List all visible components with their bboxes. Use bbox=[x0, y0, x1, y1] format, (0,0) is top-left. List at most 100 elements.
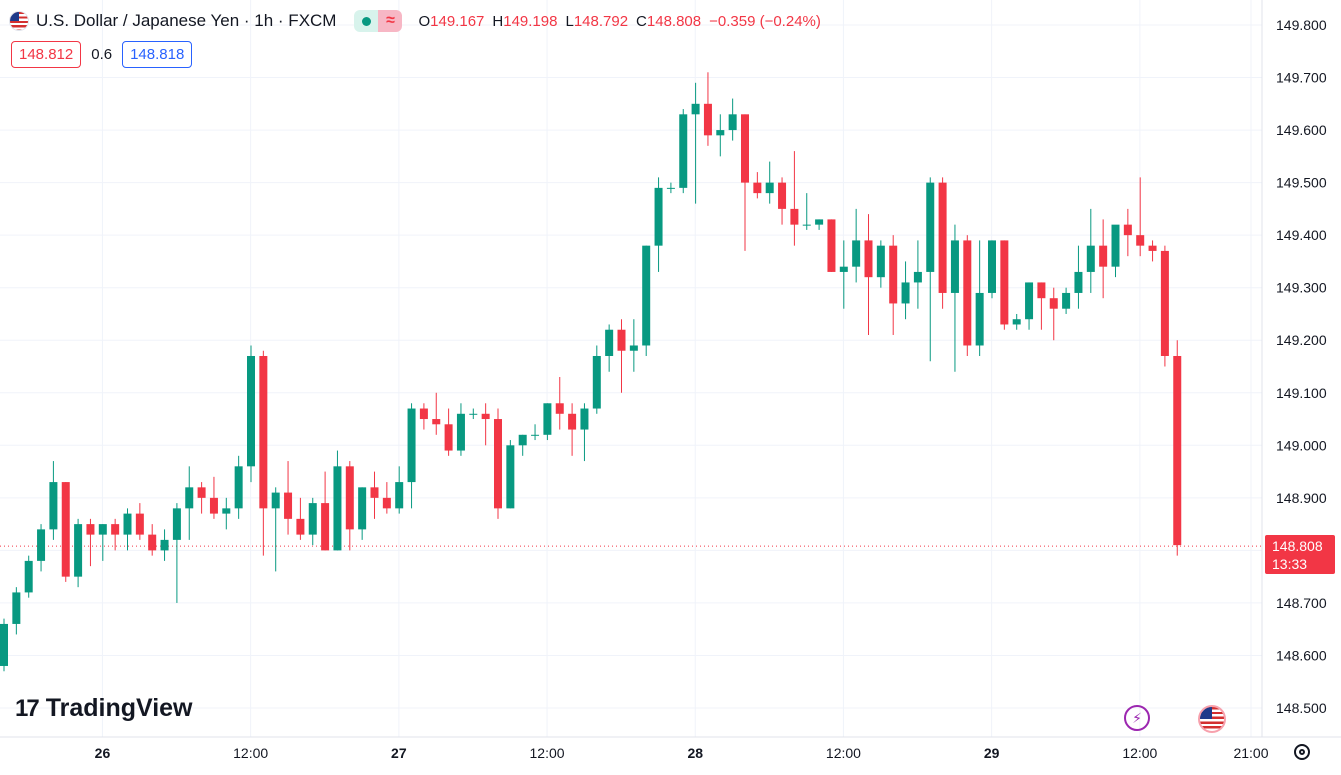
status-pills[interactable]: ≈ bbox=[354, 10, 403, 32]
candle-up[interactable] bbox=[543, 403, 552, 441]
candle-up[interactable] bbox=[12, 587, 21, 635]
candle-up[interactable] bbox=[926, 177, 935, 362]
candle-up[interactable] bbox=[876, 240, 885, 288]
candle-down[interactable] bbox=[370, 471, 379, 519]
candle-down[interactable] bbox=[209, 476, 218, 519]
candle-up[interactable] bbox=[506, 440, 515, 509]
candle-up[interactable] bbox=[765, 161, 774, 204]
candle-up[interactable] bbox=[1086, 208, 1095, 293]
tradingview-logo[interactable]: 17 TradingView bbox=[15, 694, 193, 723]
candle-up[interactable] bbox=[49, 461, 58, 540]
candle-up[interactable] bbox=[592, 345, 601, 414]
market-open-dot-icon[interactable] bbox=[354, 10, 379, 32]
candle-down[interactable] bbox=[444, 408, 453, 456]
candle-down[interactable] bbox=[703, 72, 712, 146]
candle-up[interactable] bbox=[679, 109, 688, 194]
gear-icon[interactable] bbox=[1294, 744, 1310, 760]
candle-down[interactable] bbox=[382, 482, 391, 514]
candle-up[interactable] bbox=[37, 524, 46, 572]
candle-up[interactable] bbox=[247, 345, 255, 483]
symbol-title[interactable]: U.S. Dollar / Japanese Yen · 1h · FXCM bbox=[36, 11, 337, 30]
candle-up[interactable] bbox=[518, 434, 527, 456]
candle-down[interactable] bbox=[296, 497, 305, 540]
sell-button[interactable]: 148.812 bbox=[11, 41, 82, 68]
candle-up[interactable] bbox=[728, 98, 737, 141]
candle-up[interactable] bbox=[839, 240, 848, 309]
candle-down[interactable] bbox=[135, 503, 144, 540]
candle-down[interactable] bbox=[197, 482, 206, 514]
candle-up[interactable] bbox=[988, 240, 996, 299]
candle-up[interactable] bbox=[333, 450, 342, 551]
candle-up[interactable] bbox=[716, 114, 725, 157]
candle-up[interactable] bbox=[531, 424, 540, 441]
candle-up[interactable] bbox=[123, 508, 132, 551]
candle-up[interactable] bbox=[358, 487, 367, 540]
candle-down[interactable] bbox=[1049, 287, 1058, 341]
economic-event-flag-icon[interactable] bbox=[1198, 705, 1226, 733]
candle-down[interactable] bbox=[321, 471, 330, 551]
candle-down[interactable] bbox=[790, 151, 799, 246]
candle-up[interactable] bbox=[654, 177, 663, 272]
candle-down[interactable] bbox=[778, 177, 787, 225]
candle-up[interactable] bbox=[642, 245, 651, 356]
candle-down[interactable] bbox=[61, 482, 70, 582]
candle-up[interactable] bbox=[271, 487, 280, 572]
candle-down[interactable] bbox=[345, 461, 354, 551]
candle-down[interactable] bbox=[963, 235, 972, 356]
wave-icon[interactable]: ≈ bbox=[378, 10, 403, 32]
candle-down[interactable] bbox=[419, 403, 428, 430]
candle-up[interactable] bbox=[222, 497, 231, 530]
candle-up[interactable] bbox=[74, 518, 83, 588]
candle-down[interactable] bbox=[555, 377, 564, 430]
candle-up[interactable] bbox=[308, 497, 317, 546]
candle-down[interactable] bbox=[1037, 282, 1046, 330]
candles[interactable] bbox=[0, 72, 1182, 672]
candle-up[interactable] bbox=[913, 240, 922, 309]
candle-down[interactable] bbox=[741, 114, 749, 251]
candle-up[interactable] bbox=[98, 524, 107, 561]
candle-up[interactable] bbox=[802, 193, 811, 230]
candle-down[interactable] bbox=[1148, 240, 1157, 262]
candle-down[interactable] bbox=[938, 177, 947, 309]
candle-up[interactable] bbox=[950, 224, 959, 372]
candle-up[interactable] bbox=[1111, 224, 1120, 278]
candle-down[interactable] bbox=[494, 408, 502, 519]
candle-down[interactable] bbox=[617, 319, 626, 393]
candle-up[interactable] bbox=[0, 618, 8, 672]
candle-down[interactable] bbox=[827, 219, 836, 272]
candle-down[interactable] bbox=[568, 403, 577, 456]
candle-down[interactable] bbox=[432, 392, 441, 435]
candle-down[interactable] bbox=[1160, 245, 1169, 367]
candle-up[interactable] bbox=[1062, 287, 1071, 314]
candle-up[interactable] bbox=[691, 82, 700, 204]
candle-down[interactable] bbox=[259, 350, 268, 556]
candle-down[interactable] bbox=[481, 403, 490, 446]
candle-down[interactable] bbox=[753, 172, 762, 199]
price-axis[interactable]: 149.800 149.700 149.600 149.500 149.400 149.3… bbox=[1261, 0, 1327, 737]
candle-up[interactable] bbox=[580, 403, 589, 462]
candle-down[interactable] bbox=[86, 518, 95, 567]
candle-up[interactable] bbox=[172, 503, 181, 603]
buy-button[interactable]: 148.818 bbox=[122, 41, 193, 68]
candle-up[interactable] bbox=[469, 408, 478, 420]
candle-down[interactable] bbox=[1173, 340, 1182, 556]
candle-up[interactable] bbox=[901, 261, 910, 320]
candle-down[interactable] bbox=[864, 214, 873, 335]
candle-up[interactable] bbox=[629, 319, 638, 372]
candle-up[interactable] bbox=[24, 555, 33, 598]
candle-up[interactable] bbox=[666, 182, 675, 194]
candle-up[interactable] bbox=[1012, 313, 1021, 330]
candle-up[interactable] bbox=[852, 208, 861, 283]
candle-down[interactable] bbox=[1000, 240, 1009, 330]
candle-down[interactable] bbox=[889, 235, 898, 335]
candle-up[interactable] bbox=[1074, 245, 1083, 309]
candle-down[interactable] bbox=[1136, 177, 1145, 257]
candle-down[interactable] bbox=[148, 524, 157, 556]
candle-down[interactable] bbox=[111, 518, 120, 551]
candle-up[interactable] bbox=[815, 219, 824, 230]
time-axis[interactable]: 26 12:00 27 12:00 28 12:00 29 12:00 21:00 bbox=[0, 736, 1341, 761]
candle-up[interactable] bbox=[1025, 282, 1034, 330]
lightning-icon[interactable]: ⚡ bbox=[1124, 705, 1150, 731]
candle-up[interactable] bbox=[234, 455, 243, 519]
